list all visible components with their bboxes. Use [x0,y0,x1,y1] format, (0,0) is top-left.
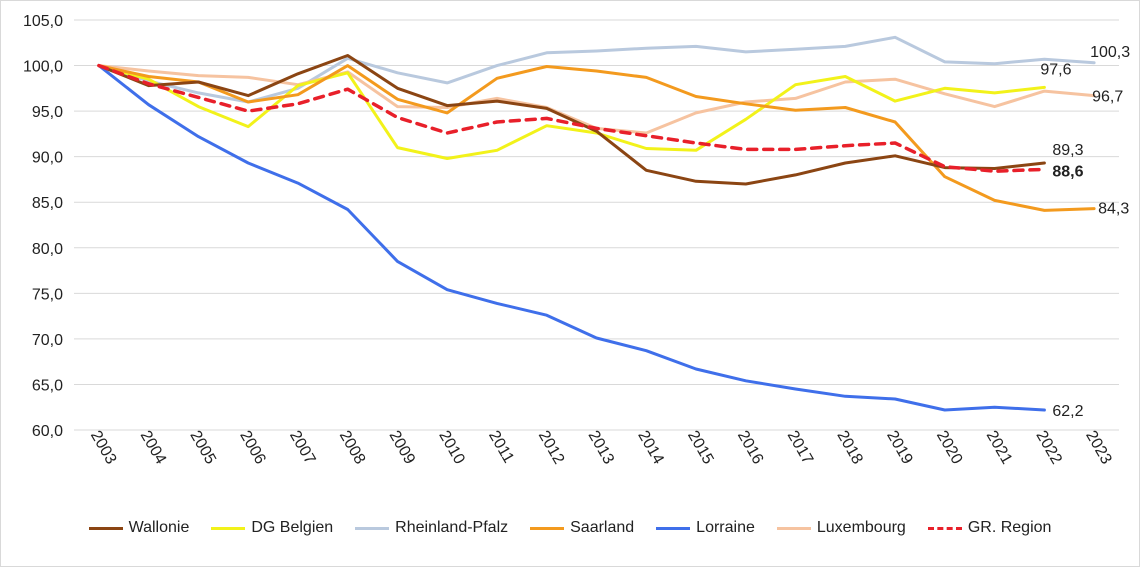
x-tick-label: 2018 [833,428,866,467]
legend-item: Luxembourg [776,519,906,537]
y-tick-label: 70,0 [32,332,63,349]
x-tick-label: 2021 [983,428,1016,467]
legend-label: Saarland [570,519,635,536]
legend-label: Rheinland-Pfalz [395,519,509,536]
data-label-luxembourg: 96,7 [1092,89,1123,106]
y-axis: 60,0 65,0 70,0 75,0 80,0 85,0 90,0 95,0 100,0 105… [23,13,63,440]
y-tick-label: 100,0 [23,59,63,76]
y-tick-label: 80,0 [32,241,63,258]
legend-item: Saarland [530,519,634,537]
x-tick-label: 2007 [286,428,319,467]
series-line-dg-belgien [97,64,1046,160]
legend-label: Lorraine [696,519,755,536]
data-label-wallonie: 89,3 [1052,142,1083,159]
x-tick-label: 2014 [634,428,667,467]
legend-swatch [776,526,811,530]
legend-swatch [927,526,962,530]
data-label-dg-belgien: 97,6 [1040,61,1071,78]
x-axis: 2003 2004 2005 2006 2007 2008 2009 2010 2011 2012… [87,428,1115,467]
legend-label: Wallonie [128,519,190,536]
data-label-rheinland-pfalz: 100,3 [1090,44,1130,61]
x-tick-label: 2022 [1032,428,1065,467]
x-tick-label: 2012 [535,428,568,467]
x-tick-label: 2019 [883,428,916,467]
x-tick-label: 2011 [485,428,517,466]
y-tick-label: 60,0 [32,423,63,440]
x-tick-label: 2008 [336,428,369,467]
x-tick-label: 2010 [435,428,468,467]
legend-item: Wallonie [88,519,190,537]
x-tick-label: 2020 [933,428,966,467]
legend-item: DG Belgien [211,519,333,537]
legend-swatch [530,526,565,530]
series-line-wallonie [97,54,1046,186]
y-tick-label: 95,0 [32,104,63,121]
legend-item: GR. Region [927,519,1052,537]
series-line-gr-region [97,63,1047,173]
y-tick-label: 65,0 [32,377,63,394]
data-labels: 89,3 97,6 100,3 84,3 62,2 96,7 88,6 [1040,44,1130,420]
series-lines [97,35,1096,412]
series-line-lorraine [97,64,1046,412]
y-tick-label: 85,0 [32,195,63,212]
legend-item: Lorraine [656,519,755,537]
legend-label: GR. Region [967,519,1052,536]
x-tick-label: 2003 [87,428,120,467]
legend-item: Rheinland-Pfalz [355,519,508,537]
x-tick-label: 2023 [1082,428,1115,467]
legend-swatch [355,526,390,530]
legend-swatch [656,526,691,530]
data-label-lorraine: 62,2 [1052,403,1083,420]
x-tick-label: 2013 [585,428,618,467]
x-tick-label: 2004 [137,428,170,467]
legend-swatch [211,526,246,530]
y-tick-label: 105,0 [23,13,63,30]
series-line-luxembourg [97,64,1096,135]
gridlines [74,19,1119,431]
x-tick-label: 2005 [186,428,219,467]
data-label-saarland: 84,3 [1098,201,1129,218]
x-tick-label: 2015 [684,428,717,467]
legend-swatch [88,526,123,530]
x-tick-label: 2017 [784,428,817,467]
data-label-gr-region: 88,6 [1052,163,1083,180]
legend: Wallonie DG Belgien Rheinland-Pfalz Saarlan… [0,515,1140,541]
x-tick-label: 2016 [734,428,767,467]
legend-label: Luxembourg [816,519,906,536]
x-tick-label: 2009 [386,428,419,467]
x-tick-label: 2006 [236,428,269,467]
series-line-rheinland-pfalz [97,35,1096,104]
legend-label: DG Belgien [251,519,334,536]
y-tick-label: 90,0 [32,150,63,167]
y-tick-label: 75,0 [32,286,63,303]
